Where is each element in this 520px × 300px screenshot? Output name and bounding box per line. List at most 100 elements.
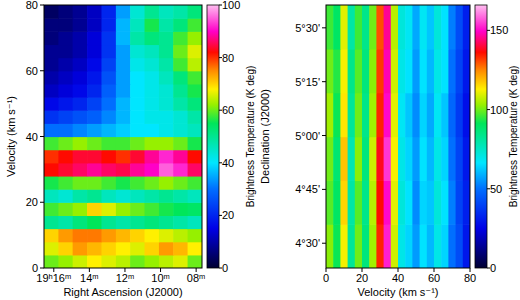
cell [116,137,131,151]
cell [463,180,470,225]
cell [463,224,470,268]
cell [434,224,442,268]
cell [391,49,399,93]
cell [87,229,102,243]
cell [116,31,131,45]
cell [173,44,188,58]
cell [326,93,334,138]
cell [173,137,188,151]
cell [173,110,188,124]
cell [58,110,73,124]
cell [173,150,188,164]
cell [362,180,370,225]
cell [73,44,88,58]
cell [159,229,174,243]
cell [340,93,348,138]
y-tick-label: 5°15' [295,76,320,88]
cell [116,215,131,229]
cell [73,202,88,216]
colorbar-tick-label: 100 [222,0,240,11]
y-tick-label: 80 [26,0,38,11]
cell [348,224,356,268]
cell [173,176,188,190]
cell [159,163,174,177]
cell [173,97,188,111]
cell [348,49,356,93]
cell [369,180,377,225]
cell [101,229,116,243]
cell [159,97,174,111]
cell [116,242,131,256]
cell [101,163,116,177]
cell [87,31,102,45]
cell [73,215,88,229]
colorbar-tick-label: 0 [222,262,228,274]
x-axis-title: Right Ascension (J2000) [63,286,182,298]
cell [101,110,116,124]
cell [441,224,449,268]
cell [159,84,174,98]
cell [87,242,102,256]
cell [173,215,188,229]
x-tick-label: 19ʰ16ᵐ [36,272,71,284]
cell [355,49,363,93]
cell [87,150,102,164]
cell [362,49,370,93]
cell [44,202,59,216]
cell [145,110,160,124]
cell [333,49,341,93]
cell [116,202,131,216]
cell [130,5,145,19]
cell [456,224,464,268]
cell [145,202,160,216]
y-tick-label: 20 [26,196,38,208]
cell [159,215,174,229]
y-tick [322,189,326,190]
cell [369,93,377,138]
cell [188,229,202,243]
cell [369,137,377,181]
cell [130,44,145,58]
cell [173,229,188,243]
cell [159,71,174,85]
cell [355,137,363,181]
cell [145,229,160,243]
cell [362,224,370,268]
cell [173,58,188,72]
cell [44,18,59,32]
cell [101,215,116,229]
cell [412,137,420,181]
cell [333,5,341,50]
cell [420,224,428,268]
cell [145,242,160,256]
cell [159,58,174,72]
colorbar-title: Brightness Temperature (K deg) [508,66,519,208]
cell [463,93,470,138]
cell [130,97,145,111]
cell [173,163,188,177]
cell [116,150,131,164]
cell [456,5,464,50]
cell [130,215,145,229]
cell [405,49,413,93]
cell [188,163,202,177]
cell [44,58,59,72]
cell [384,93,392,138]
cell [145,137,160,151]
cell [44,97,59,111]
cell [87,123,102,137]
cell [173,202,188,216]
cell [116,44,131,58]
cell [340,224,348,268]
cell [355,180,363,225]
cell [101,242,116,256]
cell [188,242,202,256]
cell [73,71,88,85]
cell [448,93,456,138]
cell [434,49,442,93]
colorbar [207,5,219,268]
colorbar-tick-label: 40 [222,157,234,169]
cell [130,189,145,203]
cell [441,93,449,138]
cell [87,58,102,72]
